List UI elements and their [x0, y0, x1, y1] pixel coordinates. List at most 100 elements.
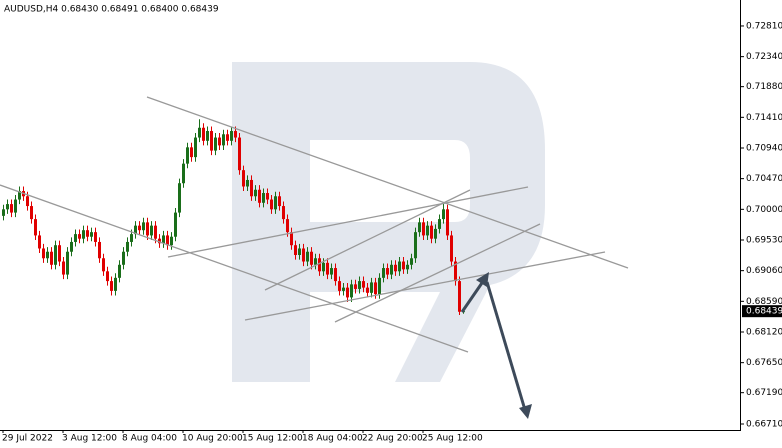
candle-body [334, 268, 337, 282]
candle-body [294, 245, 297, 255]
y-tick-label: 0.69530 [746, 235, 782, 245]
candle-body [110, 281, 113, 291]
candle-body [126, 241, 129, 252]
candle-body [338, 281, 341, 291]
candle-body [74, 234, 77, 242]
candle-body [434, 228, 437, 239]
candle-body [406, 264, 409, 270]
candle-body [26, 196, 29, 207]
y-tick-label: 0.67650 [746, 358, 782, 368]
y-tick-label: 0.72340 [746, 52, 782, 62]
candle-body [394, 264, 397, 272]
candle-body [266, 193, 269, 200]
candle-body [458, 281, 461, 312]
candle-body [262, 193, 265, 203]
candle-body [118, 264, 121, 278]
candle-body [230, 131, 233, 141]
chart-title: AUDUSD,H4 0.68430 0.68491 0.68400 0.6843… [4, 5, 219, 15]
candle-body [50, 251, 53, 265]
candle-body [282, 206, 285, 220]
candle-body [18, 191, 21, 200]
candle-body [378, 277, 381, 295]
candle-body [238, 137, 241, 171]
candle-body [10, 204, 13, 213]
candle-body [170, 236, 173, 246]
candle-body [94, 232, 97, 242]
candle-body [98, 241, 101, 259]
candle-body [382, 268, 385, 278]
candle-body [62, 261, 65, 275]
candle-body [66, 251, 69, 275]
candle-body [162, 235, 165, 244]
candle-body [454, 261, 457, 282]
candle-body [274, 196, 277, 210]
candle-body [134, 225, 137, 235]
candle-body [158, 238, 161, 244]
candle-body [390, 264, 393, 275]
candle-body [326, 262, 329, 275]
candle-body [310, 251, 313, 265]
candle-body [130, 234, 133, 242]
candle-body [442, 209, 445, 220]
candle-body [446, 209, 449, 236]
candle-body [410, 258, 413, 265]
y-tick-label: 0.70470 [746, 174, 782, 184]
candle-body [122, 251, 125, 265]
candle-body [174, 212, 177, 237]
candle-body [38, 235, 41, 249]
candle-body [358, 281, 361, 289]
candle-body [182, 163, 185, 184]
y-tick-label: 0.68120 [746, 327, 782, 337]
candle-body [354, 284, 357, 289]
candle-body [290, 232, 293, 246]
candle-body [350, 284, 353, 298]
candle-body [386, 268, 389, 275]
candle-body [214, 137, 217, 151]
candle-body [374, 282, 377, 295]
y-tick-label: 0.72810 [746, 21, 782, 31]
candle-body [178, 183, 181, 213]
y-tick-label: 0.66710 [746, 419, 782, 429]
candle-body [78, 234, 81, 239]
candle-body [318, 258, 321, 272]
candle-body [414, 232, 417, 259]
x-tick-label: 8 Aug 04:00 [122, 434, 177, 444]
candle-body [246, 179, 249, 187]
candle-body [426, 225, 429, 236]
candle-body [54, 245, 57, 265]
y-tick-label: 0.68590 [746, 297, 782, 307]
x-tick-label: 10 Aug 20:00 [182, 434, 243, 444]
watermark [232, 62, 545, 382]
candle-body [190, 147, 193, 158]
candle-body [254, 189, 257, 197]
candle-body [366, 287, 369, 293]
candle-body [46, 251, 49, 259]
candle-body [258, 189, 261, 203]
candle-body [430, 225, 433, 239]
candle-body [218, 137, 221, 146]
candle-body [202, 127, 205, 141]
candle-body [114, 277, 117, 291]
candle-body [242, 170, 245, 187]
candle-body [14, 199, 17, 213]
candle-body [2, 209, 5, 216]
x-tick-label: 22 Aug 20:00 [362, 434, 423, 444]
candle-body [194, 137, 197, 158]
candle-body [150, 225, 153, 236]
candle-body [450, 235, 453, 262]
trend-lines [0, 96, 629, 353]
candle-body [166, 235, 169, 246]
x-tick-label: 15 Aug 12:00 [242, 434, 303, 444]
candle-body [226, 134, 229, 141]
candle-body [402, 261, 405, 270]
y-tick-label: 0.70000 [746, 205, 782, 215]
candle-body [362, 281, 365, 288]
candle-body [146, 222, 149, 236]
candle-body [58, 245, 61, 262]
candle-body [398, 261, 401, 272]
y-tick-label: 0.71880 [746, 82, 782, 92]
y-tick-label: 0.67190 [746, 388, 782, 398]
candle-body [222, 134, 225, 146]
candle-body [106, 271, 109, 282]
